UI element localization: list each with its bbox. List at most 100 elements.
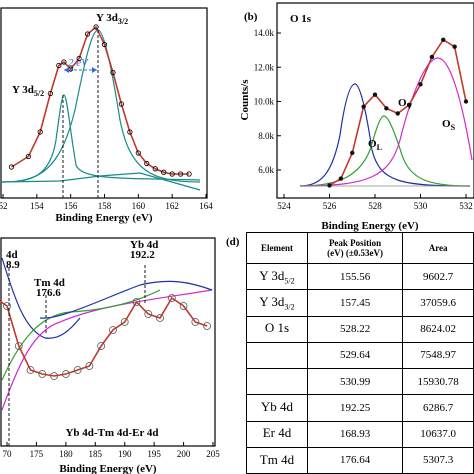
- panel-c-data-point: [50, 372, 58, 380]
- panel-a-data-point: [8, 164, 15, 170]
- panel-a-data-point: [127, 129, 133, 135]
- panel-b-data-point: [384, 106, 389, 111]
- panel-c-envelope: [0, 296, 208, 377]
- panel-c-x-tick-label: 190: [118, 449, 132, 459]
- panel-b: (b) O 1s Counts/s 6.0k 8.0k 10.0k 12.0k 14.0…: [239, 2, 474, 232]
- panel-b-data-point: [327, 183, 332, 188]
- table-row: Yb 4d 192.25 6286.7: [246, 394, 474, 422]
- panel-a-x-tick-label: 162: [165, 201, 179, 211]
- panel-b-data-point: [463, 99, 469, 104]
- panel-c: 70 175 180 185 190 195 200 205 Binding Energy (…: [0, 237, 220, 474]
- cell-element-text: Y 3d: [259, 267, 285, 283]
- panel-c-x-tick-label: 195: [147, 449, 161, 459]
- panel-c-data-point: [203, 322, 212, 330]
- panel-b-data-point: [350, 150, 355, 156]
- panel-c-data-point: [179, 302, 188, 310]
- panel-c-annotation-yb-value: 192.2: [130, 249, 155, 261]
- panel-c-data-point: [73, 366, 82, 374]
- panel-c-x-tick-label: 205: [206, 449, 220, 459]
- cell-area: 8624.02: [402, 315, 474, 343]
- panel-b-x-tick-label: 530: [414, 201, 428, 211]
- panel-c-annotation-tm-label: Tm 4d: [34, 277, 65, 289]
- panel-a-data-point: [93, 24, 99, 30]
- header-peak-position-line1: Peak Position: [328, 238, 382, 248]
- panel-c-xlabel: Binding Energy (eV): [59, 463, 157, 474]
- table-row: Y 3d3/2 157.45 37059.6: [246, 289, 474, 317]
- panel-a-x-tick-label: 158: [98, 201, 112, 211]
- panel-b-fit-os: [299, 57, 473, 187]
- cell-element-subscript: 3/2: [284, 302, 295, 312]
- cell-peak-position: 176.64: [306, 446, 404, 474]
- panel-a-data-point: [169, 171, 175, 177]
- panel-c-data-point: [3, 302, 11, 310]
- panel-c-data-point: [38, 370, 47, 378]
- table-row: Y 3d5/2 155.56 9602.7: [246, 262, 474, 291]
- panel-a-data-point: [101, 41, 108, 48]
- panel-a-data-point: [110, 69, 116, 76]
- panel-b-y-tick-label: 12.0k: [254, 62, 275, 72]
- panel-b-annotation-ol: OL: [368, 138, 382, 152]
- peak-table-body: Y 3d5/2 155.56 9602.7 Y 3d3/2 157.45 37059.6 O…: [246, 262, 474, 474]
- cell-element: [246, 341, 308, 370]
- cell-area: 9602.7: [402, 262, 474, 291]
- panel-a-xlabel: Binding Energy (eV): [55, 212, 153, 224]
- panel-b-frame: [276, 2, 474, 199]
- panel-a-data-point: [61, 59, 67, 65]
- panel-c-data-point: [167, 294, 176, 302]
- panel-c-annotation-yb-label: Yb 4d: [130, 239, 158, 251]
- panel-b-y-ticks: 6.0k 8.0k 10.0k 12.0k 14.0k: [254, 28, 281, 175]
- panel-a-data-point: [161, 169, 167, 175]
- panel-a-data-point: [178, 171, 184, 177]
- panel-a-data-point: [47, 90, 53, 97]
- cell-element-text: O 1s: [264, 320, 290, 336]
- panel-a-data-point: [144, 160, 150, 167]
- cell-area: 5307.3: [402, 446, 474, 474]
- table-row: 530.99 15930.78: [246, 367, 474, 396]
- panel-b-x-tick-label: 526: [323, 201, 337, 211]
- panel-a-data-point: [84, 31, 91, 37]
- panel-b-xlabel: Binding Energy (eV): [321, 220, 419, 232]
- panel-a: 52 154 156 158 160 162 164 Binding Energy (eV)…: [0, 7, 213, 224]
- cell-element: Tm 4d: [246, 446, 308, 474]
- panel-c-x-tick-label: 185: [89, 449, 103, 459]
- panel-a-fit-y3d52: [1, 94, 201, 183]
- cell-element: O 1s: [246, 315, 308, 343]
- panel-a-data-point: [56, 62, 62, 69]
- panel-b-ylabel: Counts/s: [239, 79, 251, 121]
- panel-b-data-point: [395, 111, 400, 116]
- panel-a-frame: [0, 7, 208, 199]
- panel-a-data-point: [152, 166, 158, 172]
- panel-c-data-point: [61, 370, 70, 378]
- cell-peak-position: 157.45: [306, 289, 404, 317]
- panel-b-data-point: [406, 102, 412, 108]
- panel-c-data-point: [85, 362, 94, 370]
- panel-a-data-point: [186, 171, 192, 177]
- panel-c-title: Yb 4d-Tm 4d-Er 4d: [65, 427, 158, 439]
- panel-b-data-points: [327, 37, 469, 188]
- cell-peak-position: 155.56: [306, 262, 404, 291]
- panel-c-data-point: [191, 318, 200, 326]
- panel-c-data-points: [3, 294, 212, 380]
- panel-b-data-point: [418, 82, 423, 87]
- cell-peak-position: 529.64: [306, 341, 404, 370]
- panel-b-fit-ol: [299, 83, 471, 187]
- cell-peak-position: 168.93: [306, 420, 404, 448]
- panel-b-x-tick-label: 524: [277, 201, 291, 211]
- panel-b-x-tick-label: 528: [368, 201, 382, 211]
- cell-area: 6286.7: [402, 394, 474, 422]
- panel-b-annotation-os: OS: [442, 118, 456, 132]
- panel-c-fit-yb4d: [39, 280, 213, 319]
- panel-a-x-ticks: 52 154 156 158 160 162 164: [0, 194, 213, 211]
- cell-element: Y 3d3/2: [246, 289, 308, 317]
- panel-c-x-ticks: 70 175 180 185 190 195 200 205: [3, 442, 220, 459]
- panel-c-annotation-er-value: 8.9: [6, 259, 20, 271]
- table-row: O 1s 528.22 8624.02: [246, 315, 474, 343]
- cell-element-subscript: 5/2: [284, 276, 295, 286]
- panel-b-annotation-ov: OV: [398, 97, 413, 111]
- panel-c-data-point: [132, 298, 141, 306]
- panel-c-data-point: [144, 310, 153, 318]
- panel-c-x-tick-label: 70: [3, 449, 13, 459]
- panel-b-x-tick-label: 532: [459, 201, 473, 211]
- table-row: Tm 4d 176.64 5307.3: [246, 446, 474, 474]
- cell-element: Yb 4d: [246, 394, 308, 422]
